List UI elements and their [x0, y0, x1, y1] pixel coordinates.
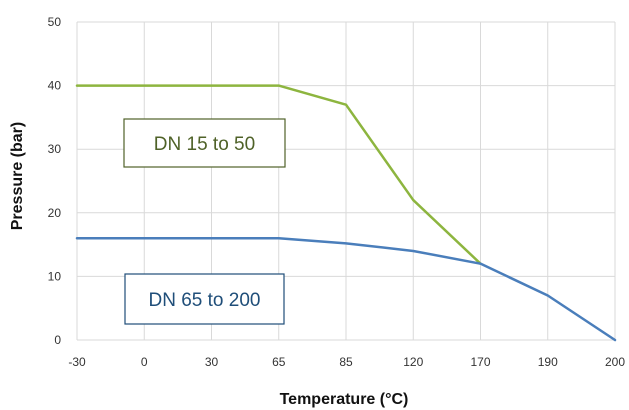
- x-tick-label: -30: [68, 355, 86, 369]
- x-tick-label: 120: [403, 355, 423, 369]
- annotation-dn15-50-label: DN 15 to 50: [154, 134, 255, 155]
- x-tick-label: 85: [339, 355, 353, 369]
- y-tick-label: 10: [48, 269, 62, 283]
- x-tick-label: 65: [272, 355, 286, 369]
- y-tick-label: 0: [54, 333, 61, 347]
- x-tick-label: 200: [605, 355, 625, 369]
- annotation-dn65-200: DN 65 to 200: [124, 273, 285, 325]
- x-tick-labels: -30 0 30 65 85 120 170 190 200: [68, 355, 625, 369]
- y-axis-title: Pressure (bar): [9, 122, 26, 231]
- y-tick-label: 50: [48, 15, 62, 29]
- y-tick-label: 40: [48, 79, 62, 93]
- series-line-dn65-200: [75, 236, 617, 342]
- annotation-dn65-200-box: [124, 273, 285, 325]
- x-tick-label: 0: [141, 355, 148, 369]
- x-tick-label: 190: [538, 355, 558, 369]
- x-axis-title: Temperature (°C): [280, 391, 409, 408]
- annotation-dn15-50-box: [123, 118, 286, 168]
- x-tick-label: 170: [470, 355, 490, 369]
- y-tick-label: 20: [48, 206, 62, 220]
- y-tick-labels: 0 10 20 30 40 50: [48, 15, 62, 347]
- annotation-dn65-200-label: DN 65 to 200: [149, 290, 261, 311]
- y-tick-label: 30: [48, 142, 62, 156]
- annotation-dn15-50: DN 15 to 50: [123, 118, 286, 168]
- series-line-dn15-50: [75, 84, 482, 265]
- series-layer: [75, 84, 617, 342]
- x-tick-label: 30: [205, 355, 219, 369]
